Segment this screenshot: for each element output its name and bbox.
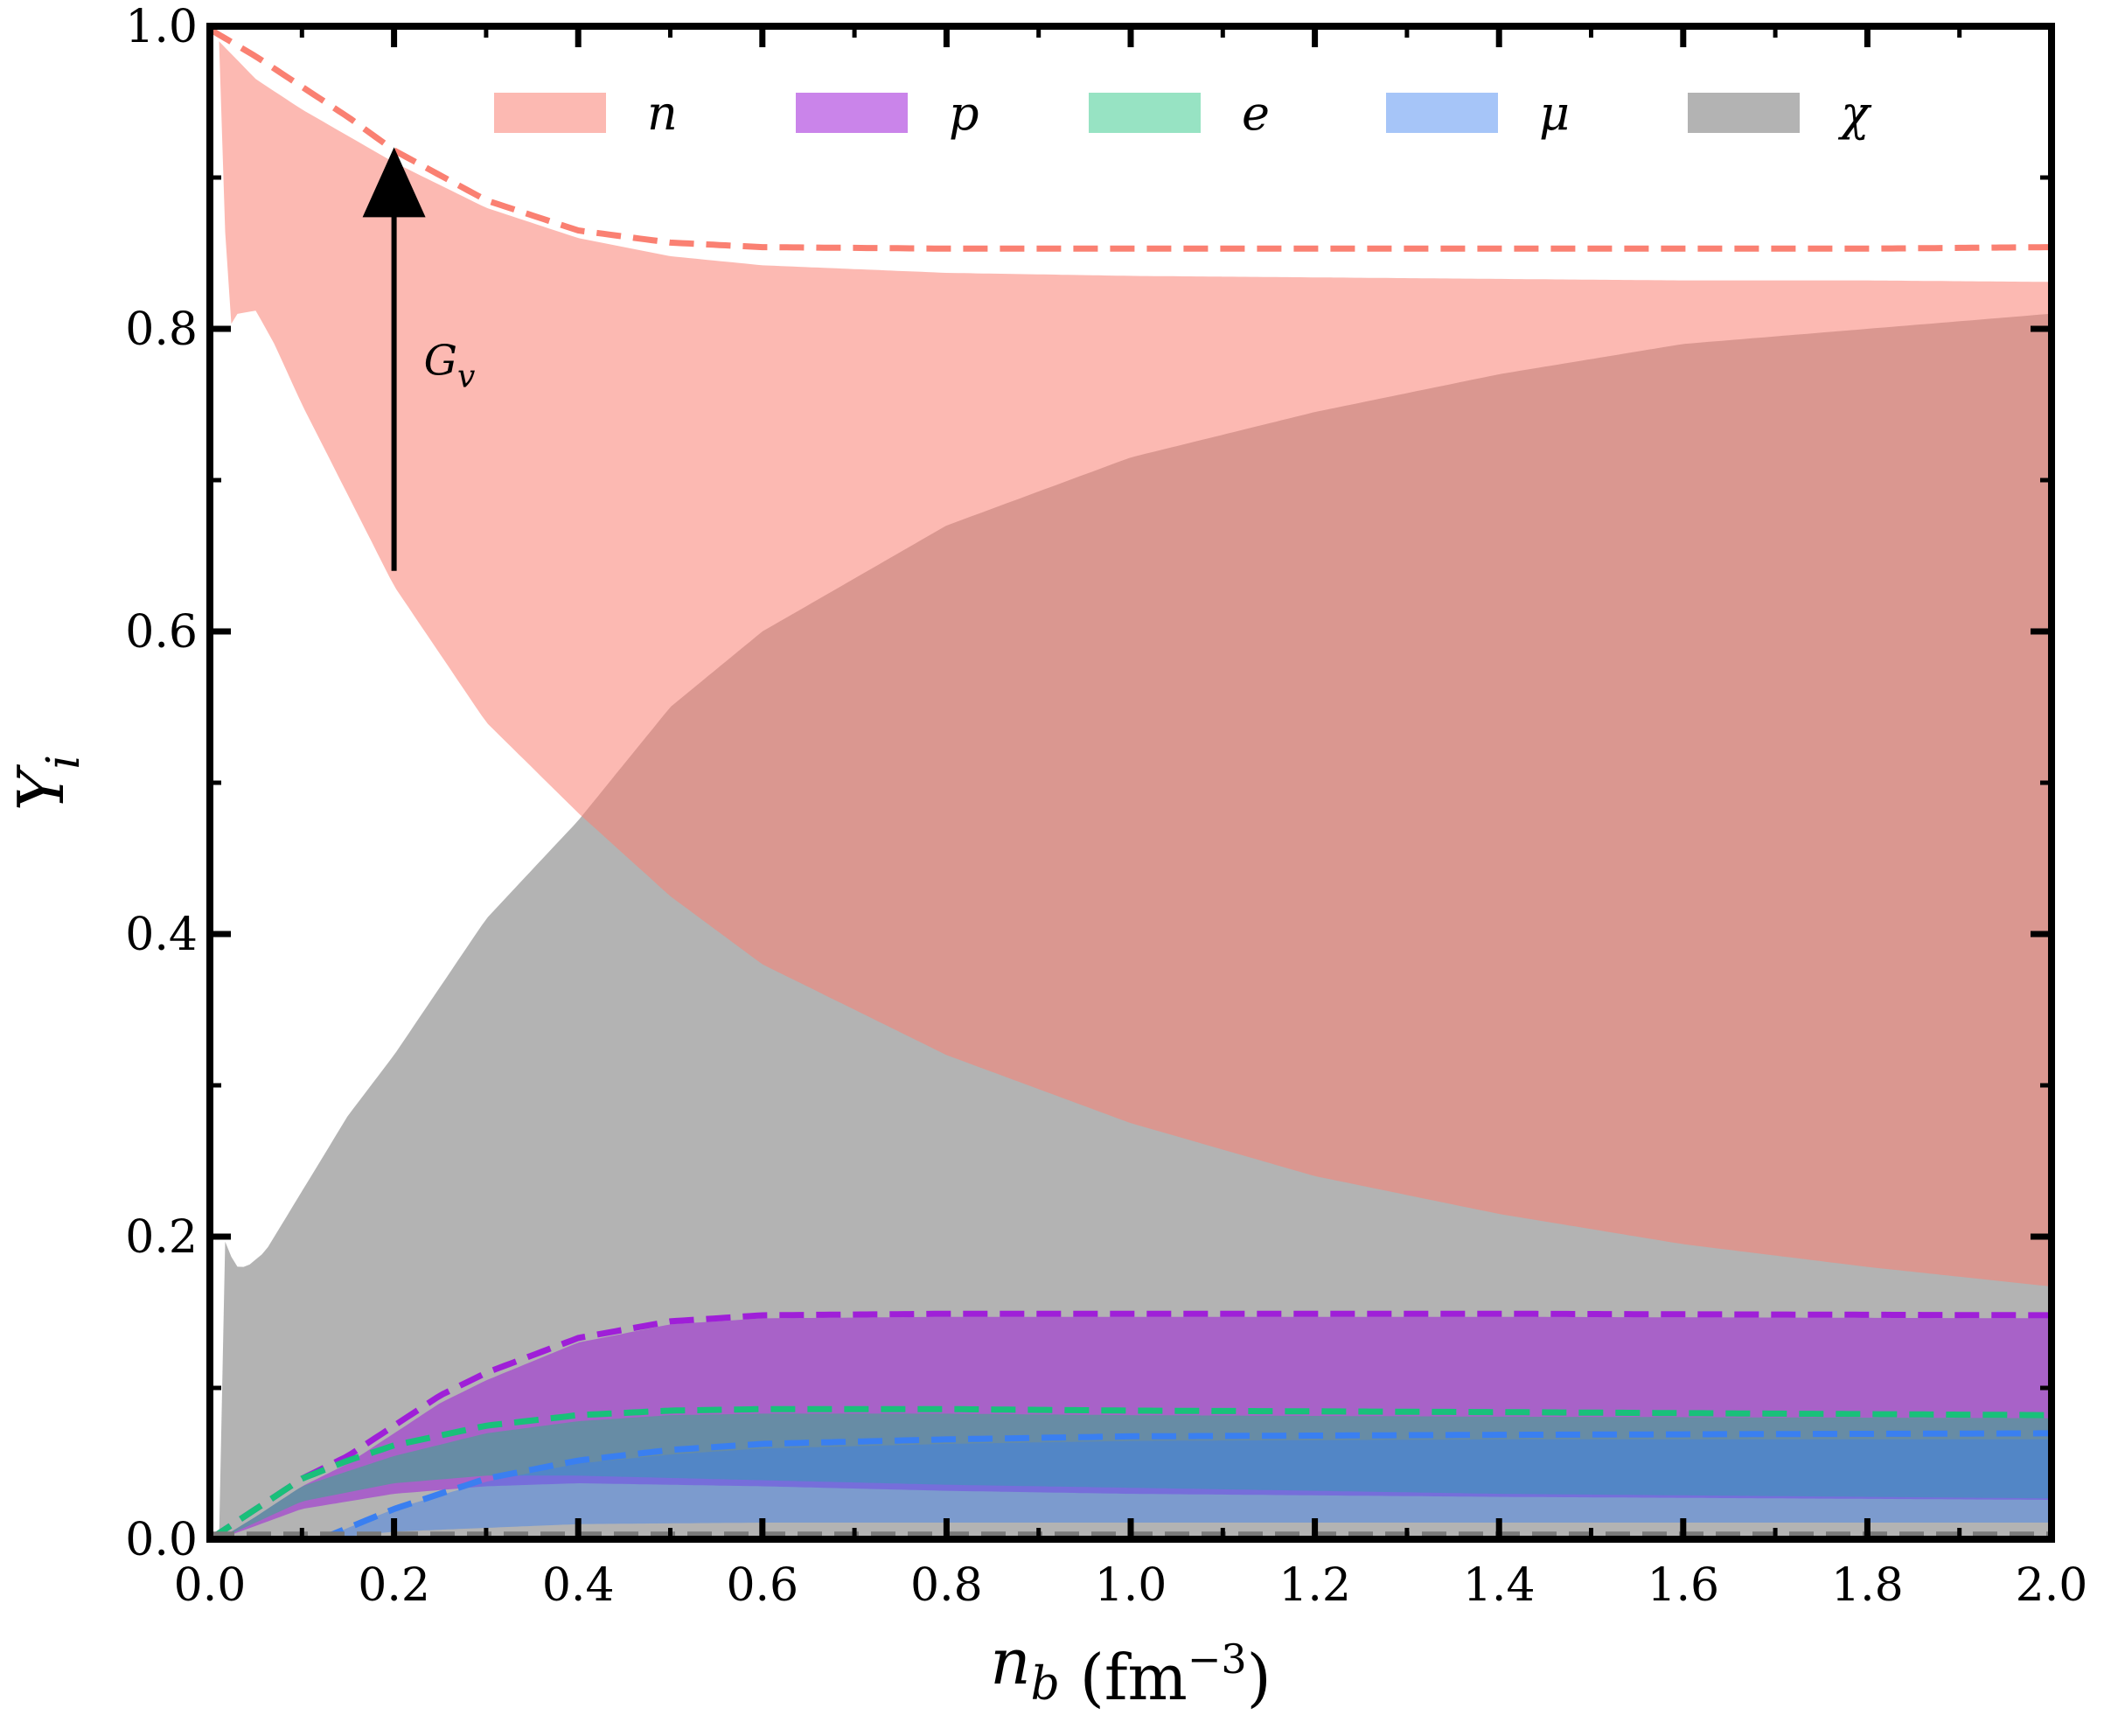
y-tick-label: 0.2	[125, 1211, 198, 1264]
y-tick-label: 0.0	[125, 1514, 198, 1566]
dashed-line-n	[210, 26, 2052, 252]
x-axis-label: nb (fm−3)	[990, 1625, 1271, 1714]
x-tick-label: 1.4	[1463, 1559, 1536, 1612]
y-axis-label: Yi	[4, 755, 90, 811]
band-e	[219, 1413, 2052, 1539]
y-tick-label: 0.4	[125, 909, 198, 961]
x-tick-label: 0.6	[726, 1559, 798, 1612]
legend-label-chi: χ	[1837, 86, 1872, 141]
legend-label-mu: μ	[1539, 86, 1570, 141]
legend-swatch-e	[1089, 93, 1201, 133]
band-n	[219, 41, 2052, 1287]
axes: 0.0 0.2 0.4 0.6 0.8 1.0 1.2 1.4 1.6 1.8 2.0 0.0 0.2 0…	[125, 1, 2087, 1612]
band-mu	[320, 1439, 2052, 1539]
band-p	[219, 1316, 2052, 1539]
y-tick-label: 0.8	[125, 303, 198, 356]
legend-label-e: e	[1242, 86, 1270, 141]
legend-label-p: p	[949, 86, 979, 141]
gv-arrow-head	[362, 147, 426, 218]
y-tick-label: 0.6	[125, 606, 198, 659]
x-tick-label: 2.0	[2016, 1559, 2088, 1612]
x-tick-label: 1.2	[1278, 1559, 1351, 1612]
legend-swatch-chi	[1688, 93, 1800, 133]
x-tick-label: 1.8	[1831, 1559, 1904, 1612]
x-tick-label: 0.0	[174, 1559, 247, 1612]
y-tick-label: 1.0	[125, 1, 198, 53]
dashed-line-p	[210, 1310, 2052, 1539]
x-tick-label: 0.2	[358, 1559, 430, 1612]
gv-annotation: Gv	[362, 147, 475, 571]
x-tick-label: 1.0	[1095, 1559, 1167, 1612]
dashed-line-e	[210, 1405, 2052, 1539]
dashed-line-mu	[319, 1430, 2052, 1539]
x-tick-label: 0.8	[910, 1559, 983, 1612]
legend-swatch-mu	[1386, 93, 1498, 133]
x-tick-label: 1.6	[1647, 1559, 1719, 1612]
legend-label-n: n	[647, 86, 678, 141]
x-tick-label: 0.4	[542, 1559, 615, 1612]
legend-swatch-p	[796, 93, 908, 133]
bands-layer	[219, 41, 2052, 1539]
legend-swatch-n	[494, 93, 606, 133]
